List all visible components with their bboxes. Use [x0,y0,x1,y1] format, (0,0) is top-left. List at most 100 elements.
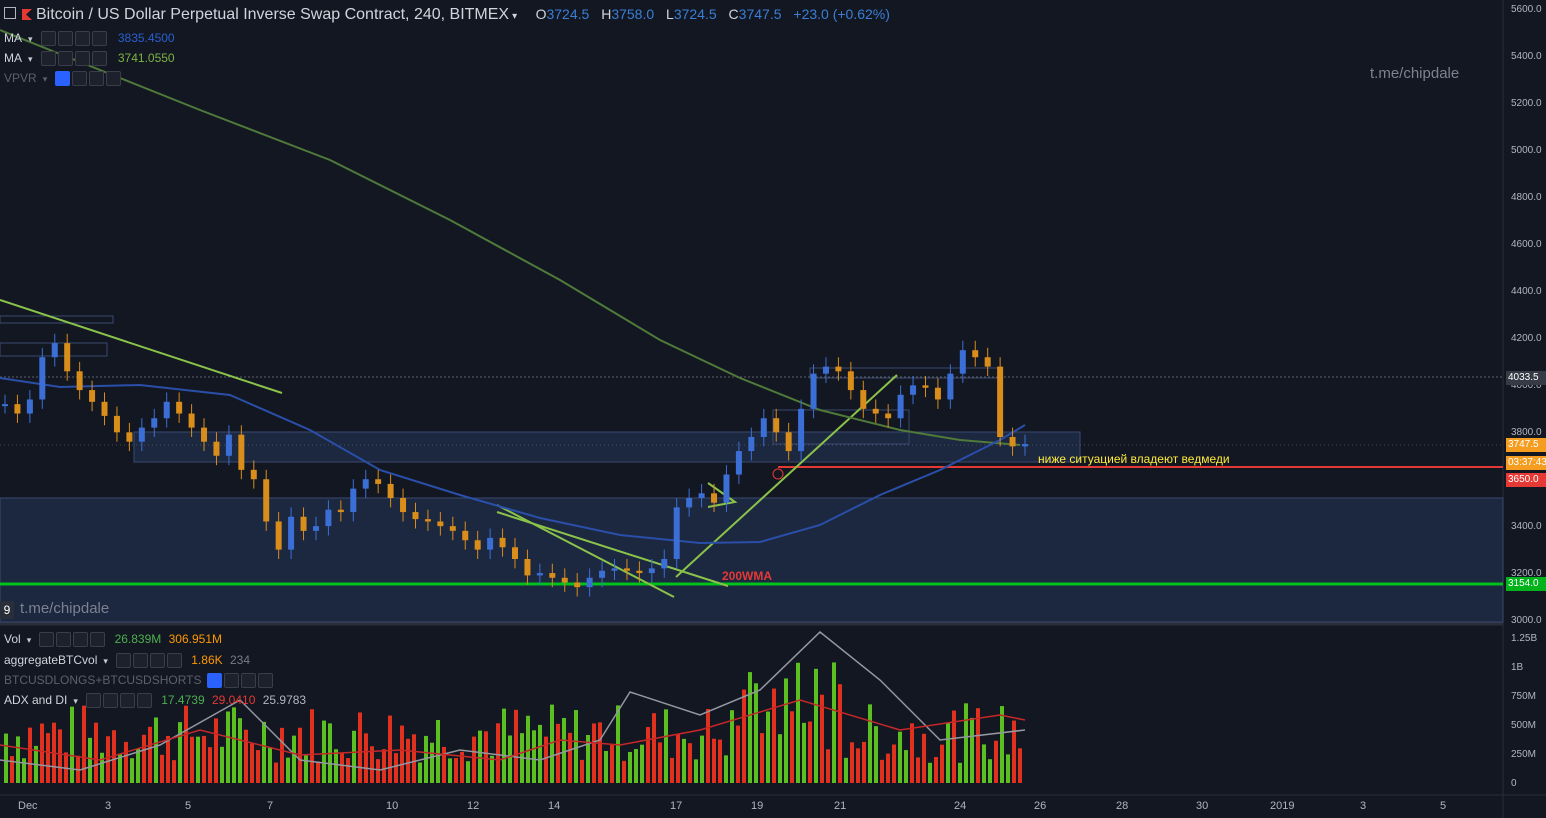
eye-icon[interactable] [115,653,131,669]
plus-icon[interactable] [89,71,105,87]
agg-value-2: 234 [229,653,250,667]
close-icon[interactable] [166,653,182,669]
gear-icon[interactable] [57,51,73,67]
open-value: 3724.5 [546,6,590,22]
chevron-down-icon[interactable]: ▾ [103,656,108,666]
plus-icon[interactable] [241,673,257,689]
volume-bar [850,742,854,783]
volume-bar [778,734,782,783]
candle-body [437,521,444,527]
candle-body [412,512,419,520]
volume-bar [670,757,674,783]
trend-line-down-2 [496,504,675,598]
candle-body [599,570,606,578]
close-icon[interactable] [106,71,122,87]
ma2-legend[interactable]: MA ▾ 3741.0550 [4,51,175,67]
symbol-name[interactable]: Bitcoin / US Dollar Perpetual Inverse Sw… [36,6,510,23]
close-icon[interactable] [136,693,152,709]
gear-icon[interactable] [72,71,88,87]
volume-bar [28,727,32,783]
candle-body [312,526,319,531]
ma1-legend[interactable]: MA ▾ 3835.4500 [4,31,175,47]
eye-icon[interactable] [40,51,56,67]
volume-bar [862,741,866,783]
gear-icon[interactable] [102,693,118,709]
candle-body [487,537,494,550]
chevron-down-icon[interactable]: ▾ [26,635,32,645]
gear-icon[interactable] [224,673,240,689]
candle-body [623,568,630,571]
ma1-name[interactable]: MA [4,31,22,45]
wma-annotation[interactable]: 200WMA [722,569,773,583]
volume-bar [406,738,410,783]
eye-icon[interactable] [39,632,55,648]
volume-bar [100,752,104,783]
vol-value-1: 26.839M [114,632,162,646]
chevron-down-icon[interactable]: ▾ [28,34,33,44]
adx-name[interactable]: ADX and DI [4,693,68,707]
close-icon[interactable] [91,51,107,67]
symbol-title[interactable]: Bitcoin / US Dollar Perpetual Inverse Sw… [4,6,898,24]
chevron-down-icon[interactable]: ▾ [73,696,78,706]
gear-icon[interactable] [132,653,148,669]
vol-name[interactable]: Vol [4,632,21,646]
plus-icon[interactable] [74,31,90,47]
close-icon[interactable] [90,632,106,648]
volume-bar [214,718,218,783]
eye-icon[interactable] [207,673,223,689]
gear-icon[interactable] [57,31,73,47]
candle-body [835,366,842,372]
longs-legend[interactable]: BTCUSDLONGS+BTCUSDSHORTS [4,673,275,689]
volume-bar [658,742,662,783]
volume-bar [70,706,74,783]
close-icon[interactable] [258,673,274,689]
ma2-name[interactable]: MA [4,51,22,65]
volume-bar [220,746,224,783]
longs-name[interactable]: BTCUSDLONGS+BTCUSDSHORTS [4,673,202,687]
volume-bar [970,717,974,783]
adx-legend[interactable]: ADX and DI ▾ 17.4739 29.0410 25.9783 [4,693,306,709]
eye-icon[interactable] [55,71,71,87]
candle-body [698,493,705,498]
volume-bar [550,704,554,783]
vpvr-name[interactable]: VPVR [4,71,37,85]
plus-icon[interactable] [74,51,90,67]
vol-legend[interactable]: Vol ▾ 26.839M 306.951M [4,632,222,648]
bears-annotation[interactable]: ниже ситуацией владеют ведмеди [1038,452,1230,466]
candle-body [711,493,718,503]
volume-bar [184,705,188,783]
volume-bar [568,732,572,783]
volume-bar [880,759,884,783]
eye-icon[interactable] [85,693,101,709]
plus-icon[interactable] [73,632,89,648]
eye-icon[interactable] [40,31,56,47]
volume-bar [790,711,794,783]
volume-axis-label: 1.25B [1511,633,1538,644]
volume-axis-label: 0 [1511,778,1517,789]
volume-bar [478,730,482,783]
gear-icon[interactable] [56,632,72,648]
close-icon[interactable] [91,31,107,47]
agg-name[interactable]: aggregateBTCvol [4,653,98,667]
vpvr-legend[interactable]: VPVR ▾ [4,71,123,87]
volume-bar [922,733,926,783]
plus-icon[interactable] [149,653,165,669]
volume-bar [688,743,692,783]
volume-bar [382,749,386,783]
chevron-down-icon[interactable]: ▾ [28,54,33,64]
agg-legend[interactable]: aggregateBTCvol ▾ 1.86K 234 [4,653,250,669]
volume-bar [910,723,914,783]
price-tag-3650: 3650.0 [1506,473,1546,487]
chevron-down-icon[interactable]: ▾ [42,74,48,84]
volume-bar [814,668,818,783]
plus-icon[interactable] [119,693,135,709]
collapse-icon[interactable] [4,7,16,19]
volume-bar [700,735,704,783]
volume-bar [580,759,584,783]
chevron-down-icon[interactable]: ▾ [512,11,518,22]
candle-body [872,408,879,414]
candle-body [499,537,506,548]
candle-body [648,568,655,574]
